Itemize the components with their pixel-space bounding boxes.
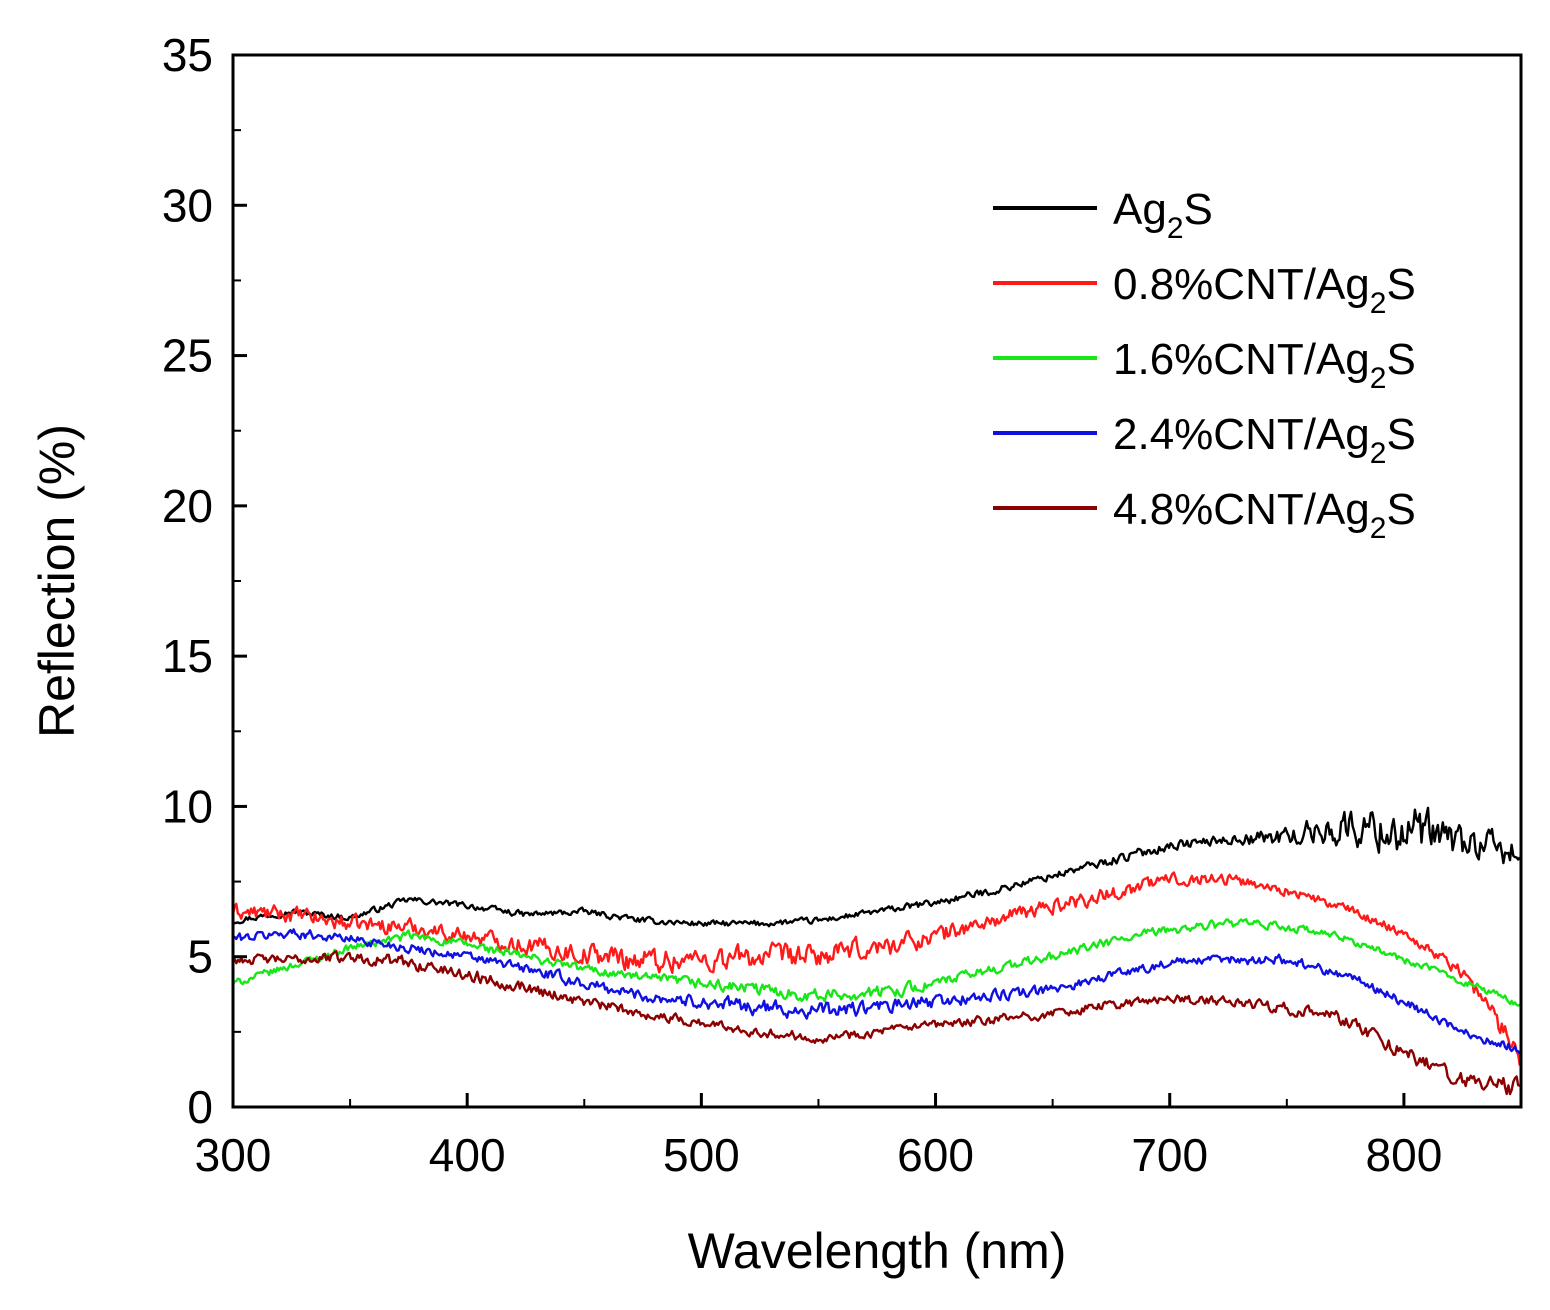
y-axis-title: Reflection (%) <box>29 424 85 738</box>
x-tick-label: 500 <box>663 1129 740 1181</box>
y-tick-label: 15 <box>162 630 213 682</box>
series-line-1 <box>233 806 1521 928</box>
y-tick-label: 0 <box>187 1081 213 1133</box>
legend-label-4: 2.4%CNT/Ag2S <box>1113 410 1416 470</box>
x-tick-label: 800 <box>1366 1129 1443 1181</box>
x-tick-label: 600 <box>897 1129 974 1181</box>
y-tick-label: 20 <box>162 480 213 532</box>
series-lines-group <box>233 806 1521 1096</box>
legend-label-1: Ag2S <box>1113 185 1213 245</box>
x-tick-label: 300 <box>195 1129 272 1181</box>
y-tick-label: 5 <box>187 931 213 983</box>
series-line-3 <box>233 918 1521 1007</box>
series-line-4 <box>233 928 1521 1055</box>
x-tick-label: 700 <box>1131 1129 1208 1181</box>
legend-label-3: 1.6%CNT/Ag2S <box>1113 335 1416 395</box>
y-tick-label: 25 <box>162 330 213 382</box>
legend-label-2: 0.8%CNT/Ag2S <box>1113 260 1416 320</box>
y-tick-label: 30 <box>162 179 213 231</box>
x-axis-title: Wavelength (nm) <box>688 1223 1067 1279</box>
series-line-5 <box>233 950 1520 1096</box>
legend: Ag2S 0.8%CNT/Ag2S 1.6%CNT/Ag2S 2.4%CNT/Ag2S… <box>993 185 1416 545</box>
x-tick-label: 400 <box>429 1129 506 1181</box>
tick-labels-group: 300 400 500 600 700 800 0 5 10 15 20 25 30 35 <box>162 29 1442 1181</box>
y-tick-label: 10 <box>162 780 213 832</box>
legend-label-5: 4.8%CNT/Ag2S <box>1113 485 1416 545</box>
y-tick-label: 35 <box>162 29 213 81</box>
axis-ticks-group <box>231 53 1406 1109</box>
